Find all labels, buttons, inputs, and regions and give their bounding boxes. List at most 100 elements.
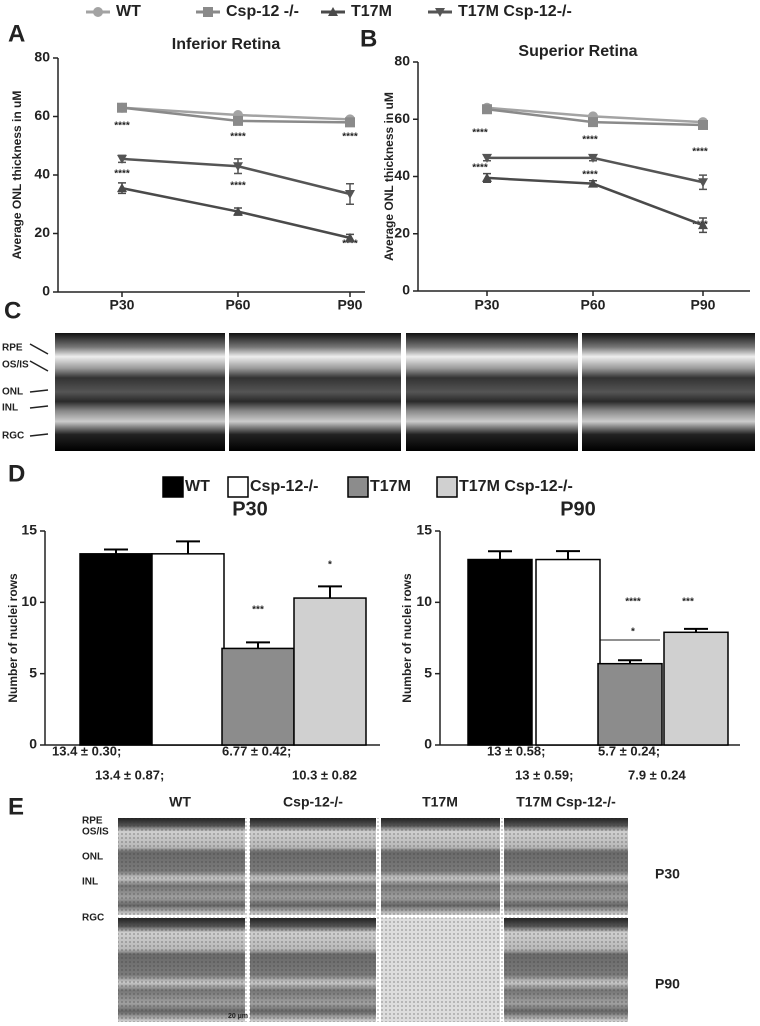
scale-label: 20 µm (228, 1013, 248, 1020)
marker (345, 232, 355, 242)
y-tick-label: 0 (42, 283, 50, 299)
value-label: 13 ± 0.58; (487, 743, 545, 758)
chart-title: P90 (560, 498, 596, 520)
annotation: *** (682, 597, 694, 608)
y-tick-label: 15 (21, 522, 37, 538)
row-label: P30 (655, 866, 680, 882)
legend-label: Csp-12-/- (250, 478, 318, 495)
bar (151, 553, 225, 746)
histology-images (118, 818, 628, 1022)
error-bar (488, 550, 512, 560)
panel-letter: B (360, 25, 377, 52)
marker (482, 104, 492, 115)
panel-letter: E (8, 793, 24, 820)
column-header: T17M Csp-12-/- (516, 794, 616, 810)
texture (118, 818, 628, 1022)
legend-swatch (227, 476, 249, 498)
marker (117, 154, 127, 164)
marker (93, 7, 103, 17)
layer-pointer (29, 405, 49, 409)
y-tick-label: 60 (394, 110, 410, 126)
value-label: 13.4 ± 0.87; (95, 767, 164, 782)
chart-title: P30 (232, 498, 268, 520)
oct-image (55, 333, 225, 451)
annotation: **** (342, 239, 358, 250)
legend-swatch (347, 476, 369, 498)
layer-label: ONL (2, 387, 23, 398)
annotation: **** (230, 132, 246, 143)
legend-label: T17M (351, 3, 392, 20)
legend-swatch (436, 476, 458, 498)
annotation: **** (472, 128, 488, 139)
marker (233, 206, 243, 216)
value-label: 10.3 ± 0.82 (292, 767, 357, 782)
annotation: **** (582, 170, 598, 181)
layer-pointer (29, 389, 49, 393)
marker (233, 115, 243, 126)
panel-letter: C (4, 297, 21, 324)
layer-pointer (29, 360, 49, 372)
x-tick-label: P90 (338, 297, 363, 313)
layer-label: OS/IS (2, 360, 29, 371)
marker (588, 153, 598, 163)
y-tick-label: 0 (402, 282, 410, 298)
annotation: **** (582, 135, 598, 146)
legend-label: WT (116, 3, 141, 20)
row-label: P90 (655, 976, 680, 992)
y-tick-label: 0 (424, 736, 432, 752)
layer-pointer (29, 433, 49, 437)
marker (482, 172, 492, 182)
y-axis-label: Average ONL thickness in uM (382, 92, 396, 261)
marker (588, 178, 598, 188)
marker (698, 220, 708, 230)
value-label: 7.9 ± 0.24 (628, 767, 687, 782)
marker (117, 183, 127, 193)
value-label: 13.4 ± 0.30; (52, 743, 121, 758)
x-tick-label: P60 (226, 297, 251, 313)
layer-pointer (29, 343, 49, 355)
bar (221, 647, 295, 746)
annotation: **** (342, 132, 358, 143)
y-tick-label: 20 (34, 224, 50, 240)
annotation: **** (692, 147, 708, 158)
y-axis-label: Number of nuclei rows (400, 573, 414, 703)
value-label: 13 ± 0.59; (515, 767, 573, 782)
layer-label: RPE (2, 343, 23, 354)
marker (435, 8, 445, 17)
legend-label: WT (185, 478, 210, 495)
bar (597, 662, 663, 746)
annotation: * (631, 627, 635, 638)
chart-title: Inferior Retina (172, 36, 281, 53)
bar (535, 558, 601, 746)
marker (328, 7, 338, 16)
annotation: **** (114, 121, 130, 132)
y-tick-label: 5 (29, 664, 37, 680)
marker (117, 102, 127, 113)
bar (467, 558, 533, 746)
x-tick-label: P30 (110, 297, 135, 313)
layer-label: RGC (2, 431, 24, 442)
marker (345, 117, 355, 128)
marker (482, 153, 492, 163)
annotation: **** (114, 169, 130, 180)
panel-letter: D (8, 460, 25, 487)
annotation: **** (472, 163, 488, 174)
marker (698, 178, 708, 188)
panel-letter: A (8, 20, 25, 47)
y-tick-label: 60 (34, 107, 50, 123)
annotation: *** (252, 605, 264, 616)
y-tick-label: 10 (21, 593, 37, 609)
layer-label: ONL (82, 852, 103, 863)
marker (345, 190, 355, 200)
column-header: WT (169, 794, 191, 810)
legend-label: Csp-12 -/- (226, 3, 299, 20)
y-tick-label: 20 (394, 224, 410, 240)
y-tick-label: 80 (34, 49, 50, 65)
layer-label: RGC (82, 913, 104, 924)
x-tick-label: P90 (691, 297, 716, 313)
legend-label: T17M Csp-12-/- (459, 478, 573, 495)
y-tick-label: 10 (416, 593, 432, 609)
legend-label: T17M (370, 478, 411, 495)
layer-label: OS/IS (82, 827, 109, 838)
layer-label: INL (2, 403, 18, 414)
